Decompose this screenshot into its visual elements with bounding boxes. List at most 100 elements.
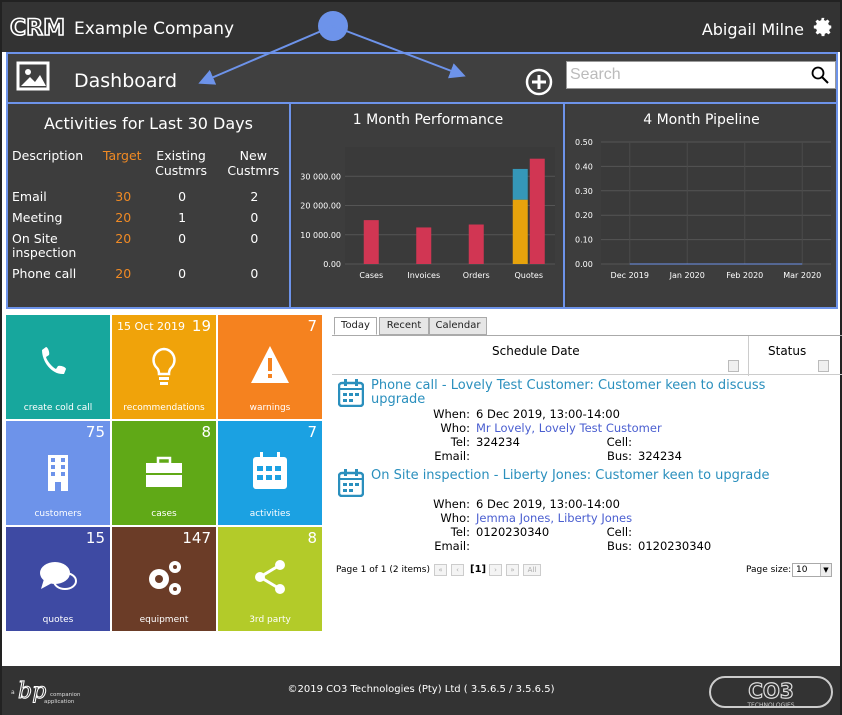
x-tick-label: Orders [463, 271, 490, 280]
schedule-panel: Today Recent Calendar Schedule Date Stat… [332, 317, 842, 587]
who-link[interactable]: Jemma Jones, Liberty Jones [476, 511, 633, 525]
tile-3rd-party[interactable]: 8 3rd party [218, 527, 322, 631]
page-size-label: Page size: [746, 565, 792, 575]
y-tick-label: 20 000.00 [300, 202, 341, 211]
activity-target: 20 [115, 231, 132, 246]
tile-count: 75 [85, 423, 105, 441]
schedule-date-filter-dropdown[interactable] [728, 360, 739, 372]
when-label: When: [433, 497, 470, 511]
col-status[interactable]: Status [768, 344, 807, 358]
schedule-item-subject[interactable]: On Site inspection - Liberty Jones: Cust… [371, 468, 770, 483]
tile-label: equipment [139, 615, 189, 625]
col-description: Description [12, 148, 84, 163]
x-tick-label: Invoices [407, 271, 440, 280]
page-size-select[interactable]: 10 ▼ [792, 563, 832, 577]
col-target: Target [102, 148, 142, 163]
tile-warnings[interactable]: 7 warnings [218, 315, 322, 419]
co3-technologies-logo[interactable]: CO3 TECHNOLOGIES [708, 674, 834, 710]
y-tick-label: 0.50 [575, 138, 593, 147]
schedule-table-header: Schedule Date Status [332, 335, 842, 376]
prev-page-button[interactable]: ‹ [451, 564, 464, 576]
tel-label: Tel: [450, 435, 470, 449]
bus-label: Bus: [606, 449, 632, 463]
search-icon[interactable] [811, 66, 829, 84]
col-schedule-date[interactable]: Schedule Date [492, 344, 580, 358]
first-page-button[interactable]: « [434, 564, 447, 576]
when-value: 6 Dec 2019, 13:00-14:00 [476, 407, 620, 421]
who-label: Who: [440, 421, 470, 435]
tile-label: cases [151, 509, 177, 519]
activities-panel: Activities for Last 30 Days Description … [8, 104, 291, 307]
bar[interactable] [529, 158, 545, 264]
settings-gear-icon[interactable] [812, 16, 834, 38]
tile-count: 15 [85, 529, 105, 547]
stack-bar[interactable] [512, 168, 528, 200]
stack-bar[interactable] [512, 199, 528, 264]
activity-description: Meeting [12, 210, 63, 225]
bar[interactable] [468, 224, 484, 264]
calendar-icon [253, 452, 287, 489]
company-name[interactable]: Example Company [74, 19, 235, 39]
tile-label: warnings [249, 403, 291, 413]
schedule-item[interactable]: On Site inspection - Liberty Jones: Cust… [338, 469, 838, 553]
search-box [566, 61, 836, 89]
tile-equipment[interactable]: 147 equipment [112, 527, 216, 631]
image-icon[interactable] [16, 61, 50, 91]
tile-count: 19 [191, 317, 211, 335]
svg-text:TECHNOLOGIES: TECHNOLOGIES [746, 702, 794, 709]
current-page[interactable]: [1] [470, 564, 487, 575]
activity-new: 0 [250, 210, 259, 225]
bus-value: 0120230340 [638, 539, 712, 553]
top-bar: CRM Example Company Abigail Milne [2, 2, 840, 52]
y-tick-label: 0.00 [323, 260, 341, 269]
user-name[interactable]: Abigail Milne [701, 20, 804, 39]
search-input[interactable] [567, 62, 797, 88]
x-tick-label: Jan 2020 [669, 271, 705, 280]
activity-new: 0 [250, 266, 259, 281]
pipeline-chart-panel: 4 Month Pipeline 0.00 0.10 0.20 0.30 0.40 0.5… [567, 104, 836, 307]
bus-label: Bus: [606, 539, 632, 553]
tile-customers[interactable]: 75 customers [6, 421, 110, 525]
tile-quotes[interactable]: 15 quotes [6, 527, 110, 631]
tile-label: recommendations [123, 403, 205, 413]
warning-icon [251, 346, 289, 383]
svg-text:a: a [11, 689, 15, 696]
add-icon[interactable] [525, 68, 553, 96]
schedule-item-subject[interactable]: Phone call - Lovely Test Customer: Custo… [371, 378, 766, 407]
svg-text:companion: companion [50, 692, 81, 698]
tile-cases[interactable]: 8 cases [112, 421, 216, 525]
activity-existing: 0 [178, 189, 187, 204]
svg-text:CRM: CRM [10, 16, 65, 38]
tile-recommendations[interactable]: 15 Oct 2019 19 recommendations [112, 315, 216, 419]
pipeline-chart-title: 4 Month Pipeline [643, 112, 760, 128]
tab-today[interactable]: Today [334, 317, 377, 335]
activity-existing: 0 [178, 231, 187, 246]
chevron-down-icon[interactable]: ▼ [820, 564, 831, 576]
calendar-icon[interactable] [338, 379, 364, 407]
y-tick-label: 0.30 [575, 187, 593, 196]
copyright-text: ©2019 CO3 Technologies (Pty) Ltd ( 3.5.6… [287, 684, 555, 695]
tile-activities[interactable]: 7 activities [218, 421, 322, 525]
tile-create-cold-call[interactable]: create cold call [6, 315, 110, 419]
companion-app-logo[interactable]: a bp companion application [10, 672, 90, 710]
next-page-button[interactable]: › [489, 564, 502, 576]
tab-recent[interactable]: Recent [379, 317, 429, 335]
svg-text:application: application [44, 699, 75, 705]
y-tick-label: 30 000.00 [300, 172, 341, 181]
tile-label: create cold call [23, 403, 93, 413]
bar[interactable] [363, 220, 379, 264]
calendar-icon[interactable] [338, 469, 364, 497]
status-filter-dropdown[interactable] [818, 360, 829, 372]
gears-icon [149, 561, 181, 595]
tab-calendar[interactable]: Calendar [429, 317, 487, 335]
all-pages-button[interactable]: All [523, 564, 541, 576]
schedule-item[interactable]: Phone call - Lovely Test Customer: Custo… [338, 379, 838, 463]
last-page-button[interactable]: » [506, 564, 519, 576]
who-link[interactable]: Mr Lovely, Lovely Test Customer [476, 421, 662, 435]
activity-target: 20 [115, 266, 132, 281]
y-tick-label: 0.00 [575, 260, 593, 269]
cell-label: Cell: [606, 525, 632, 539]
crm-logo[interactable]: CRM [10, 16, 66, 38]
bar[interactable] [416, 227, 432, 264]
email-label: Email: [434, 449, 470, 463]
